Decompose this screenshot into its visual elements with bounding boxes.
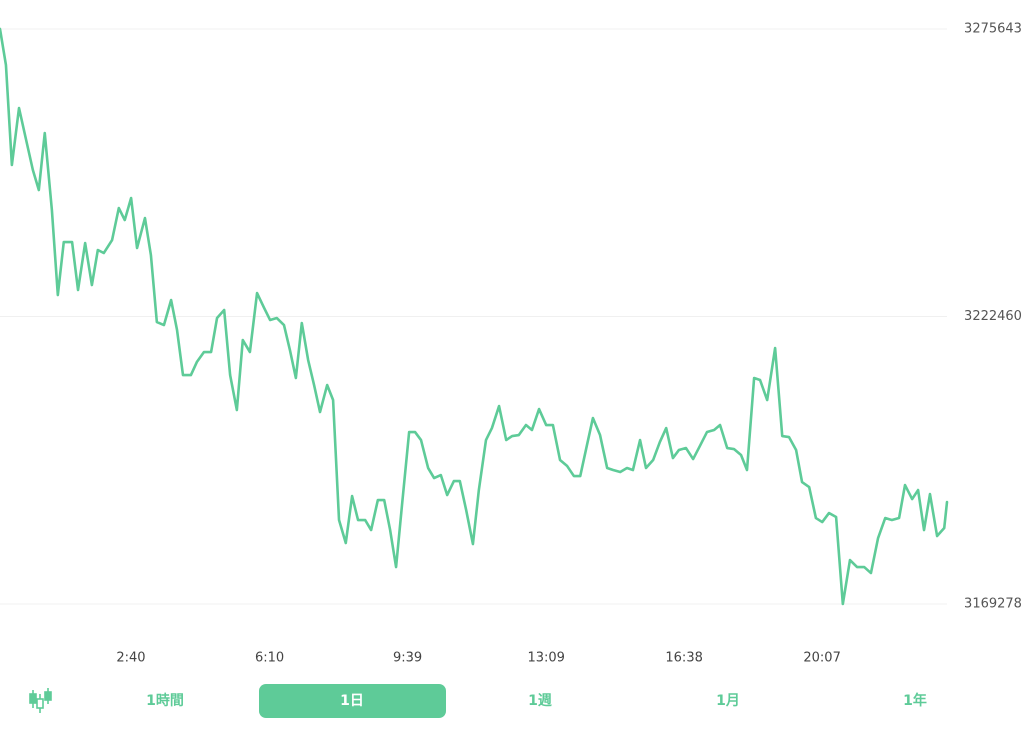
chart-type-icon[interactable] — [29, 688, 52, 713]
range-button-label[interactable]: 1年 — [903, 692, 927, 709]
range-button-label[interactable]: 1月 — [716, 693, 740, 709]
range-button-label[interactable]: 1時間 — [146, 692, 184, 709]
x-tick-label: 9:39 — [393, 651, 422, 666]
y-tick-label: 3222460 — [964, 309, 1022, 324]
y-tick-label: 3169278 — [964, 597, 1022, 612]
price-line — [0, 27, 949, 606]
range-button-active[interactable] — [259, 684, 446, 718]
y-tick-label: 3275643 — [964, 22, 1022, 37]
x-tick-label: 2:40 — [116, 651, 145, 666]
x-tick-label: 6:10 — [255, 651, 284, 666]
x-tick-label: 20:07 — [803, 651, 840, 666]
x-tick-label: 16:38 — [665, 651, 702, 666]
range-button-label[interactable]: 1週 — [528, 693, 552, 709]
range-button-label[interactable]: 1日 — [340, 693, 364, 709]
x-tick-label: 13:09 — [527, 651, 564, 666]
